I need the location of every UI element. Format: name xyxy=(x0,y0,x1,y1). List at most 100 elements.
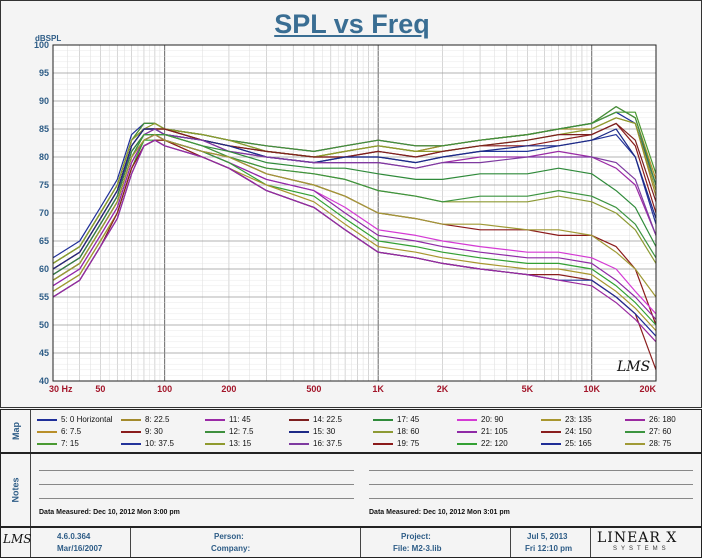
footer-date: Jul 5, 2013 xyxy=(527,532,568,541)
legend-label: 15: 30 xyxy=(313,427,336,436)
legend-swatch xyxy=(541,418,561,421)
legend-entry: 8: 22.5 xyxy=(121,414,169,425)
x-tick-labels: 30 Hz 50 100 200 500 1K 2K 5K 10K 20K xyxy=(49,384,656,394)
note-line xyxy=(39,470,354,471)
legend-entry: 27: 60 xyxy=(625,426,671,437)
legend-label: 11: 45 xyxy=(229,415,251,424)
spl-chart: 40 45 50 55 60 65 70 75 80 85 90 95 100 30 Hz 50 100 20… xyxy=(34,34,657,394)
legend-label: 8: 22.5 xyxy=(145,415,170,424)
legend-label: 6: 7.5 xyxy=(61,427,82,436)
legend-label: 28: 75 xyxy=(649,439,672,448)
legend-swatch xyxy=(373,442,393,445)
y-tick-label: 50 xyxy=(39,320,49,330)
legend-swatch xyxy=(457,442,477,445)
legend-entry: 22: 120 xyxy=(457,438,508,449)
y-tick-labels: 40 45 50 55 60 65 70 75 80 85 90 95 100 xyxy=(34,40,49,386)
footer-brand-cell: LINEAR X SYSTEMS xyxy=(591,528,701,557)
note-line xyxy=(39,484,354,485)
lms-watermark: LMS xyxy=(616,359,650,375)
project-label: Project: xyxy=(401,532,431,541)
legend-swatch xyxy=(625,430,645,433)
legend-entry: 12: 7.5 xyxy=(205,426,253,437)
y-tick-label: 45 xyxy=(39,348,49,358)
legend-label: 19: 75 xyxy=(397,439,420,448)
legend-entry: 11: 45 xyxy=(205,414,251,425)
x-tick-label: 200 xyxy=(221,384,236,394)
notes-label: Notes xyxy=(10,477,21,503)
legend-label: 23: 135 xyxy=(565,415,592,424)
legend-entry: 23: 135 xyxy=(541,414,592,425)
legend-label: 13: 15 xyxy=(229,439,252,448)
legend-label: 26: 180 xyxy=(649,415,676,424)
legend-swatch xyxy=(289,418,309,421)
legend-entry: 24: 150 xyxy=(541,426,592,437)
legend-entry: 26: 180 xyxy=(625,414,676,425)
version-number: 4.6.0.364 xyxy=(57,532,91,541)
footer-date-cell: Jul 5, 2013 Fri 12:10 pm xyxy=(511,528,591,557)
y-tick-label: 75 xyxy=(39,180,49,190)
plot-border xyxy=(52,44,657,382)
legend-label: 20: 90 xyxy=(481,415,504,424)
x-tick-label: 5K xyxy=(522,384,534,394)
chart-panel: SPL vs Freq 40 45 50 55 60 65 70 75 80 85 90 95 100 … xyxy=(0,0,702,408)
series-line xyxy=(52,134,657,276)
note-line xyxy=(369,498,693,499)
legend-swatch xyxy=(541,442,561,445)
legend-swatch xyxy=(625,418,645,421)
legend-swatch xyxy=(37,418,57,421)
linearx-logo: LINEAR X xyxy=(597,530,678,546)
y-tick-label: 100 xyxy=(34,40,49,50)
x-tick-label: 500 xyxy=(306,384,321,394)
legend-swatch xyxy=(289,430,309,433)
x-tick-label: 20K xyxy=(639,384,656,394)
legend-entry: 13: 15 xyxy=(205,438,251,449)
measured-left: Data Measured: Dec 10, 2012 Mon 3:00 pm xyxy=(39,509,180,516)
legend-label: 24: 150 xyxy=(565,427,592,436)
legend-label: 17: 45 xyxy=(397,415,420,424)
y-tick-label: 55 xyxy=(39,292,49,302)
legend-label: 21: 105 xyxy=(481,427,508,436)
legend-swatch xyxy=(289,442,309,445)
legend-entry: 15: 30 xyxy=(289,426,335,437)
legend-swatch xyxy=(37,442,57,445)
legend-swatch xyxy=(541,430,561,433)
x-tick-label: 10K xyxy=(583,384,600,394)
notes-sideband: Notes xyxy=(1,454,31,526)
legend-swatch xyxy=(457,430,477,433)
legend-entry: 18: 60 xyxy=(373,426,419,437)
x-tick-label: 2K xyxy=(437,384,449,394)
legend-entry: 14: 22.5 xyxy=(289,414,342,425)
y-tick-label: 60 xyxy=(39,264,49,274)
y-tick-label: 65 xyxy=(39,236,49,246)
legend-swatch xyxy=(205,442,225,445)
legend-swatch xyxy=(121,418,141,421)
note-line xyxy=(39,498,354,499)
legend-entry: 21: 105 xyxy=(457,426,508,437)
legend-swatch xyxy=(373,418,393,421)
note-line xyxy=(369,484,693,485)
series-line xyxy=(52,134,657,298)
notes-panel: Notes Data Measured: Dec 10, 2012 Mon 3:… xyxy=(0,453,702,527)
legend-label: 14: 22.5 xyxy=(313,415,342,424)
chart-title: SPL vs Freq xyxy=(274,9,430,39)
x-tick-label: 100 xyxy=(157,384,172,394)
legend-label: 5: 0 Horizontal xyxy=(61,415,113,424)
series-lines xyxy=(52,106,657,371)
x-tick-label: 1K xyxy=(372,384,384,394)
note-line xyxy=(369,470,693,471)
y-tick-label: 40 xyxy=(39,376,49,386)
x-tick-label: 50 xyxy=(95,384,105,394)
measured-right: Data Measured: Dec 10, 2012 Mon 3:01 pm xyxy=(369,509,510,516)
legend-label: 22: 120 xyxy=(481,439,508,448)
series-line xyxy=(52,139,657,343)
version-date: Mar/16/2007 xyxy=(57,544,103,553)
y-tick-label: 85 xyxy=(39,124,49,134)
legend-entry: 19: 75 xyxy=(373,438,419,449)
legend-entry: 10: 37.5 xyxy=(121,438,174,449)
legend-label: 12: 7.5 xyxy=(229,427,254,436)
legend-entry: 5: 0 Horizontal xyxy=(37,414,113,425)
legend-swatch xyxy=(121,442,141,445)
x-tick-label: 30 Hz xyxy=(49,384,73,394)
legend-swatch xyxy=(205,430,225,433)
footer-version-cell: 4.6.0.364 Mar/16/2007 xyxy=(31,528,131,557)
